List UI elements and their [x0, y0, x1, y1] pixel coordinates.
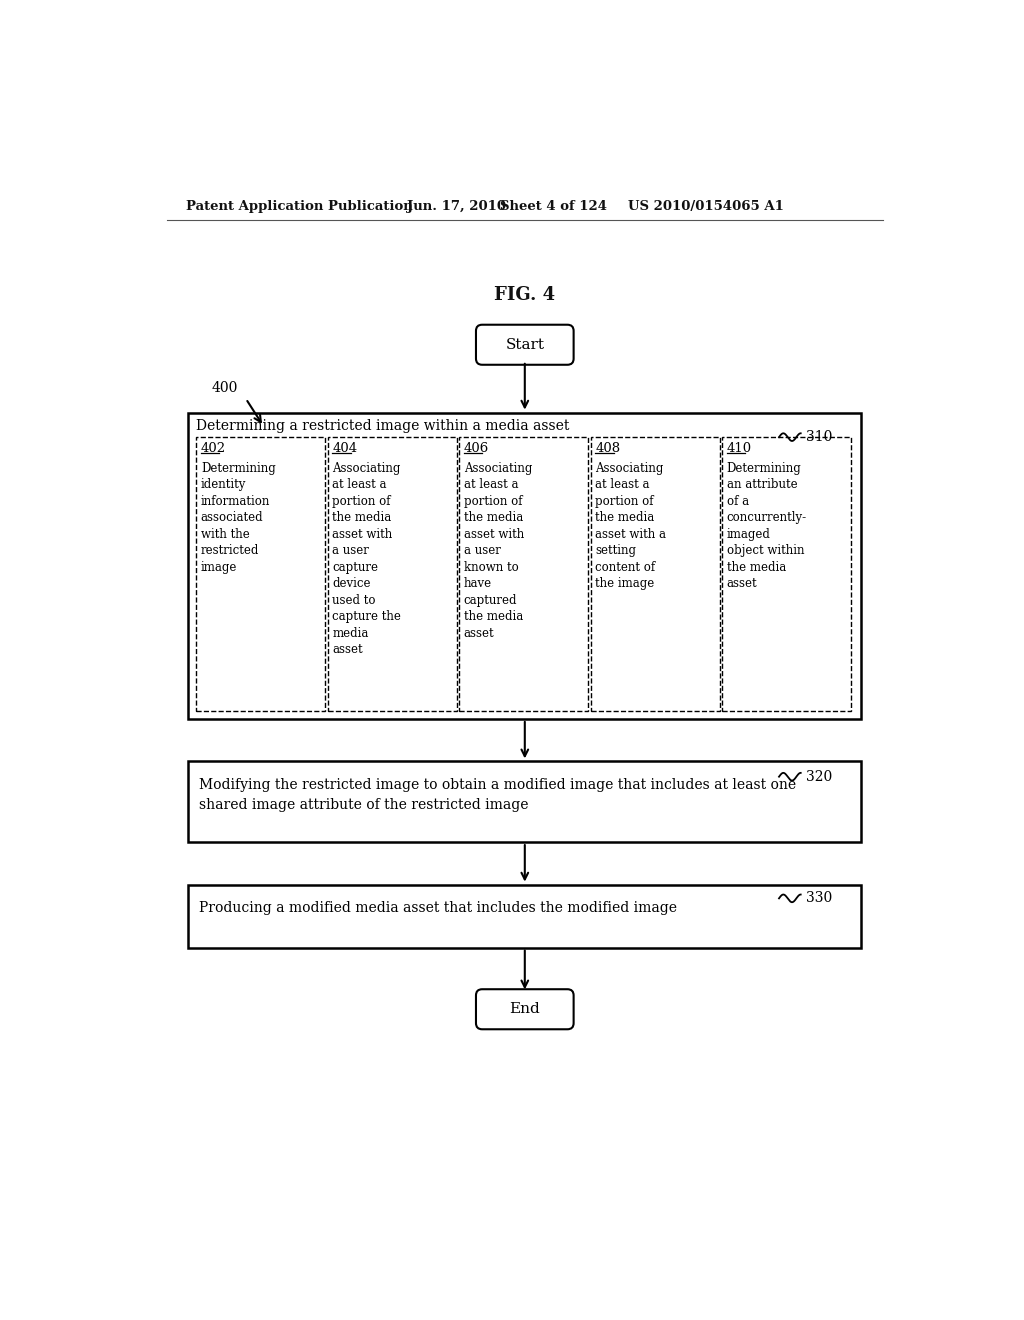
Bar: [188, 412, 861, 719]
Text: Associating
at least a
portion of
the media
asset with a
setting
content of
the : Associating at least a portion of the me…: [595, 462, 667, 590]
Text: Start: Start: [505, 338, 545, 351]
Text: 320: 320: [806, 770, 833, 784]
Text: 406: 406: [464, 442, 489, 455]
Text: Determining
an attribute
of a
concurrently-
imaged
object within
the media
asset: Determining an attribute of a concurrent…: [727, 462, 807, 590]
Text: 330: 330: [806, 891, 833, 906]
Text: 404: 404: [333, 442, 357, 455]
Text: Determining a restricted image within a media asset: Determining a restricted image within a …: [197, 420, 569, 433]
Text: Associating
at least a
portion of
the media
asset with
a user
known to
have
capt: Associating at least a portion of the me…: [464, 462, 532, 640]
Bar: [591, 437, 720, 711]
Bar: [722, 437, 851, 711]
Text: Jun. 17, 2010: Jun. 17, 2010: [407, 199, 506, 213]
Text: 310: 310: [806, 430, 833, 444]
Text: 410: 410: [727, 442, 752, 455]
Bar: [188, 884, 861, 948]
Text: 408: 408: [595, 442, 621, 455]
Text: Sheet 4 of 124: Sheet 4 of 124: [500, 199, 607, 213]
Text: Patent Application Publication: Patent Application Publication: [186, 199, 413, 213]
Bar: [197, 437, 326, 711]
Bar: [188, 762, 861, 842]
Bar: [459, 437, 588, 711]
Text: Associating
at least a
portion of
the media
asset with
a user
capture
device
use: Associating at least a portion of the me…: [333, 462, 401, 656]
Text: Producing a modified media asset that includes the modified image: Producing a modified media asset that in…: [200, 902, 677, 916]
Text: Determining
identity
information
associated
with the
restricted
image: Determining identity information associa…: [201, 462, 275, 574]
Text: 402: 402: [201, 442, 226, 455]
Text: Modifying the restricted image to obtain a modified image that includes at least: Modifying the restricted image to obtain…: [200, 779, 797, 812]
Text: FIG. 4: FIG. 4: [495, 286, 555, 305]
Text: End: End: [509, 1002, 541, 1016]
Bar: [328, 437, 457, 711]
Text: 400: 400: [212, 381, 238, 395]
Text: US 2010/0154065 A1: US 2010/0154065 A1: [628, 199, 783, 213]
